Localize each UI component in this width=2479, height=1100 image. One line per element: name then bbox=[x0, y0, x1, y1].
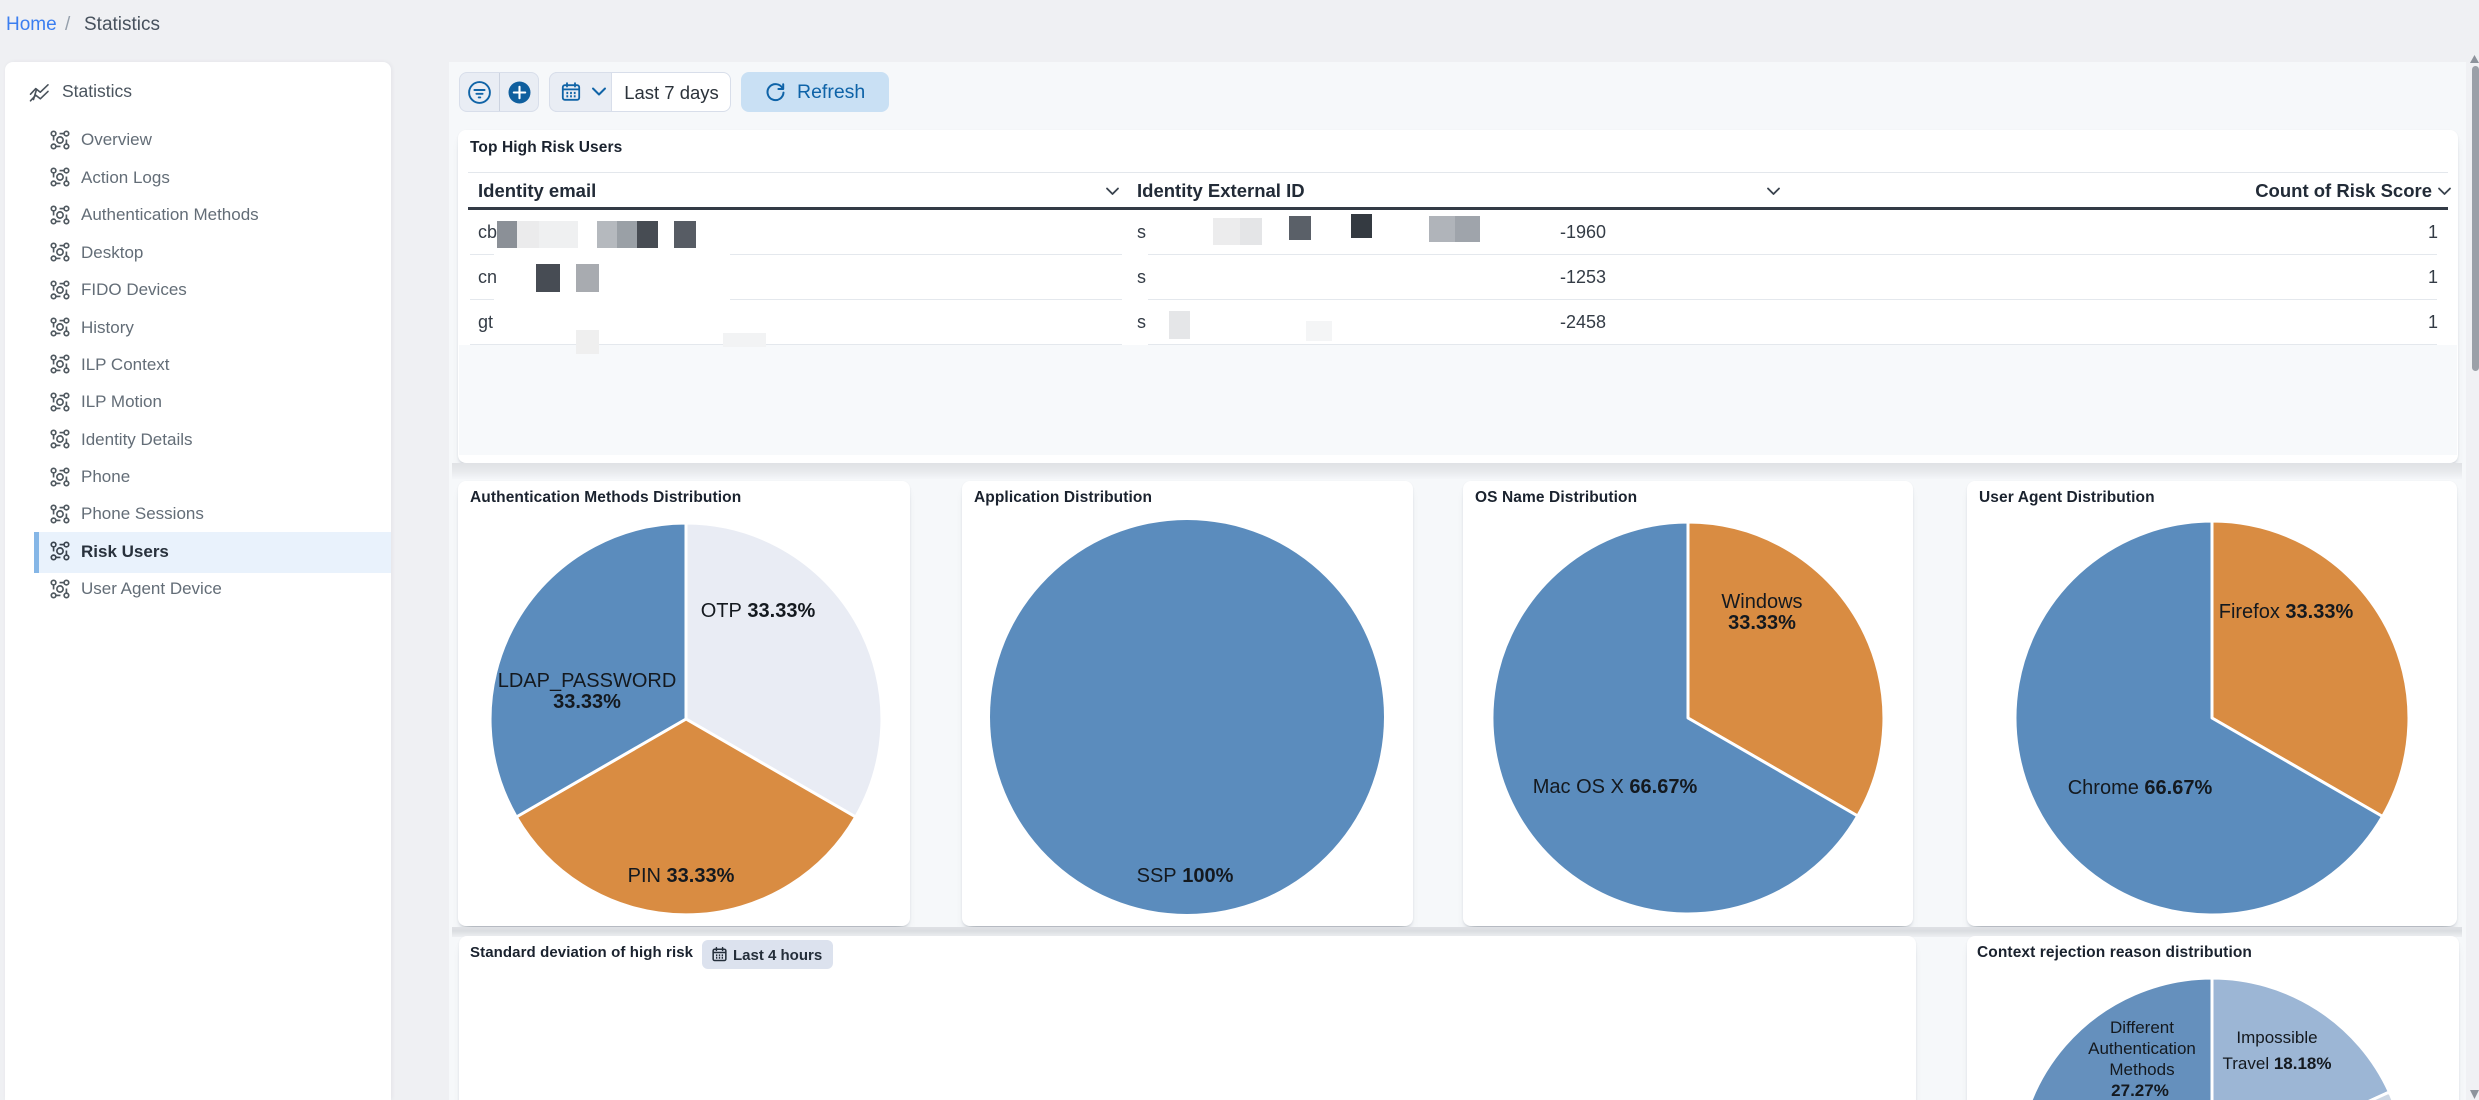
svg-text:Mac OS X 66.67%: Mac OS X 66.67% bbox=[1533, 776, 1698, 798]
svg-text:Impossible: Impossible bbox=[2236, 1028, 2317, 1047]
svg-text:SSP 100%: SSP 100% bbox=[1137, 865, 1234, 887]
svg-text:Authentication: Authentication bbox=[2088, 1039, 2196, 1058]
svg-text:Chrome 66.67%: Chrome 66.67% bbox=[2068, 777, 2213, 799]
svg-text:Travel 18.18%: Travel 18.18% bbox=[2223, 1054, 2332, 1073]
svg-text:OTP 33.33%: OTP 33.33% bbox=[701, 600, 816, 622]
svg-text:33.33%: 33.33% bbox=[1728, 612, 1796, 634]
svg-text:Methods: Methods bbox=[2109, 1060, 2174, 1079]
svg-text:33.33%: 33.33% bbox=[553, 691, 621, 713]
svg-text:27.27%: 27.27% bbox=[2111, 1081, 2169, 1100]
svg-text:LDAP_PASSWORD: LDAP_PASSWORD bbox=[498, 670, 677, 692]
svg-text:Windows: Windows bbox=[1721, 591, 1802, 613]
svg-text:Firefox 33.33%: Firefox 33.33% bbox=[2219, 601, 2354, 623]
svg-text:PIN 33.33%: PIN 33.33% bbox=[628, 865, 735, 887]
svg-text:Different: Different bbox=[2110, 1018, 2174, 1037]
